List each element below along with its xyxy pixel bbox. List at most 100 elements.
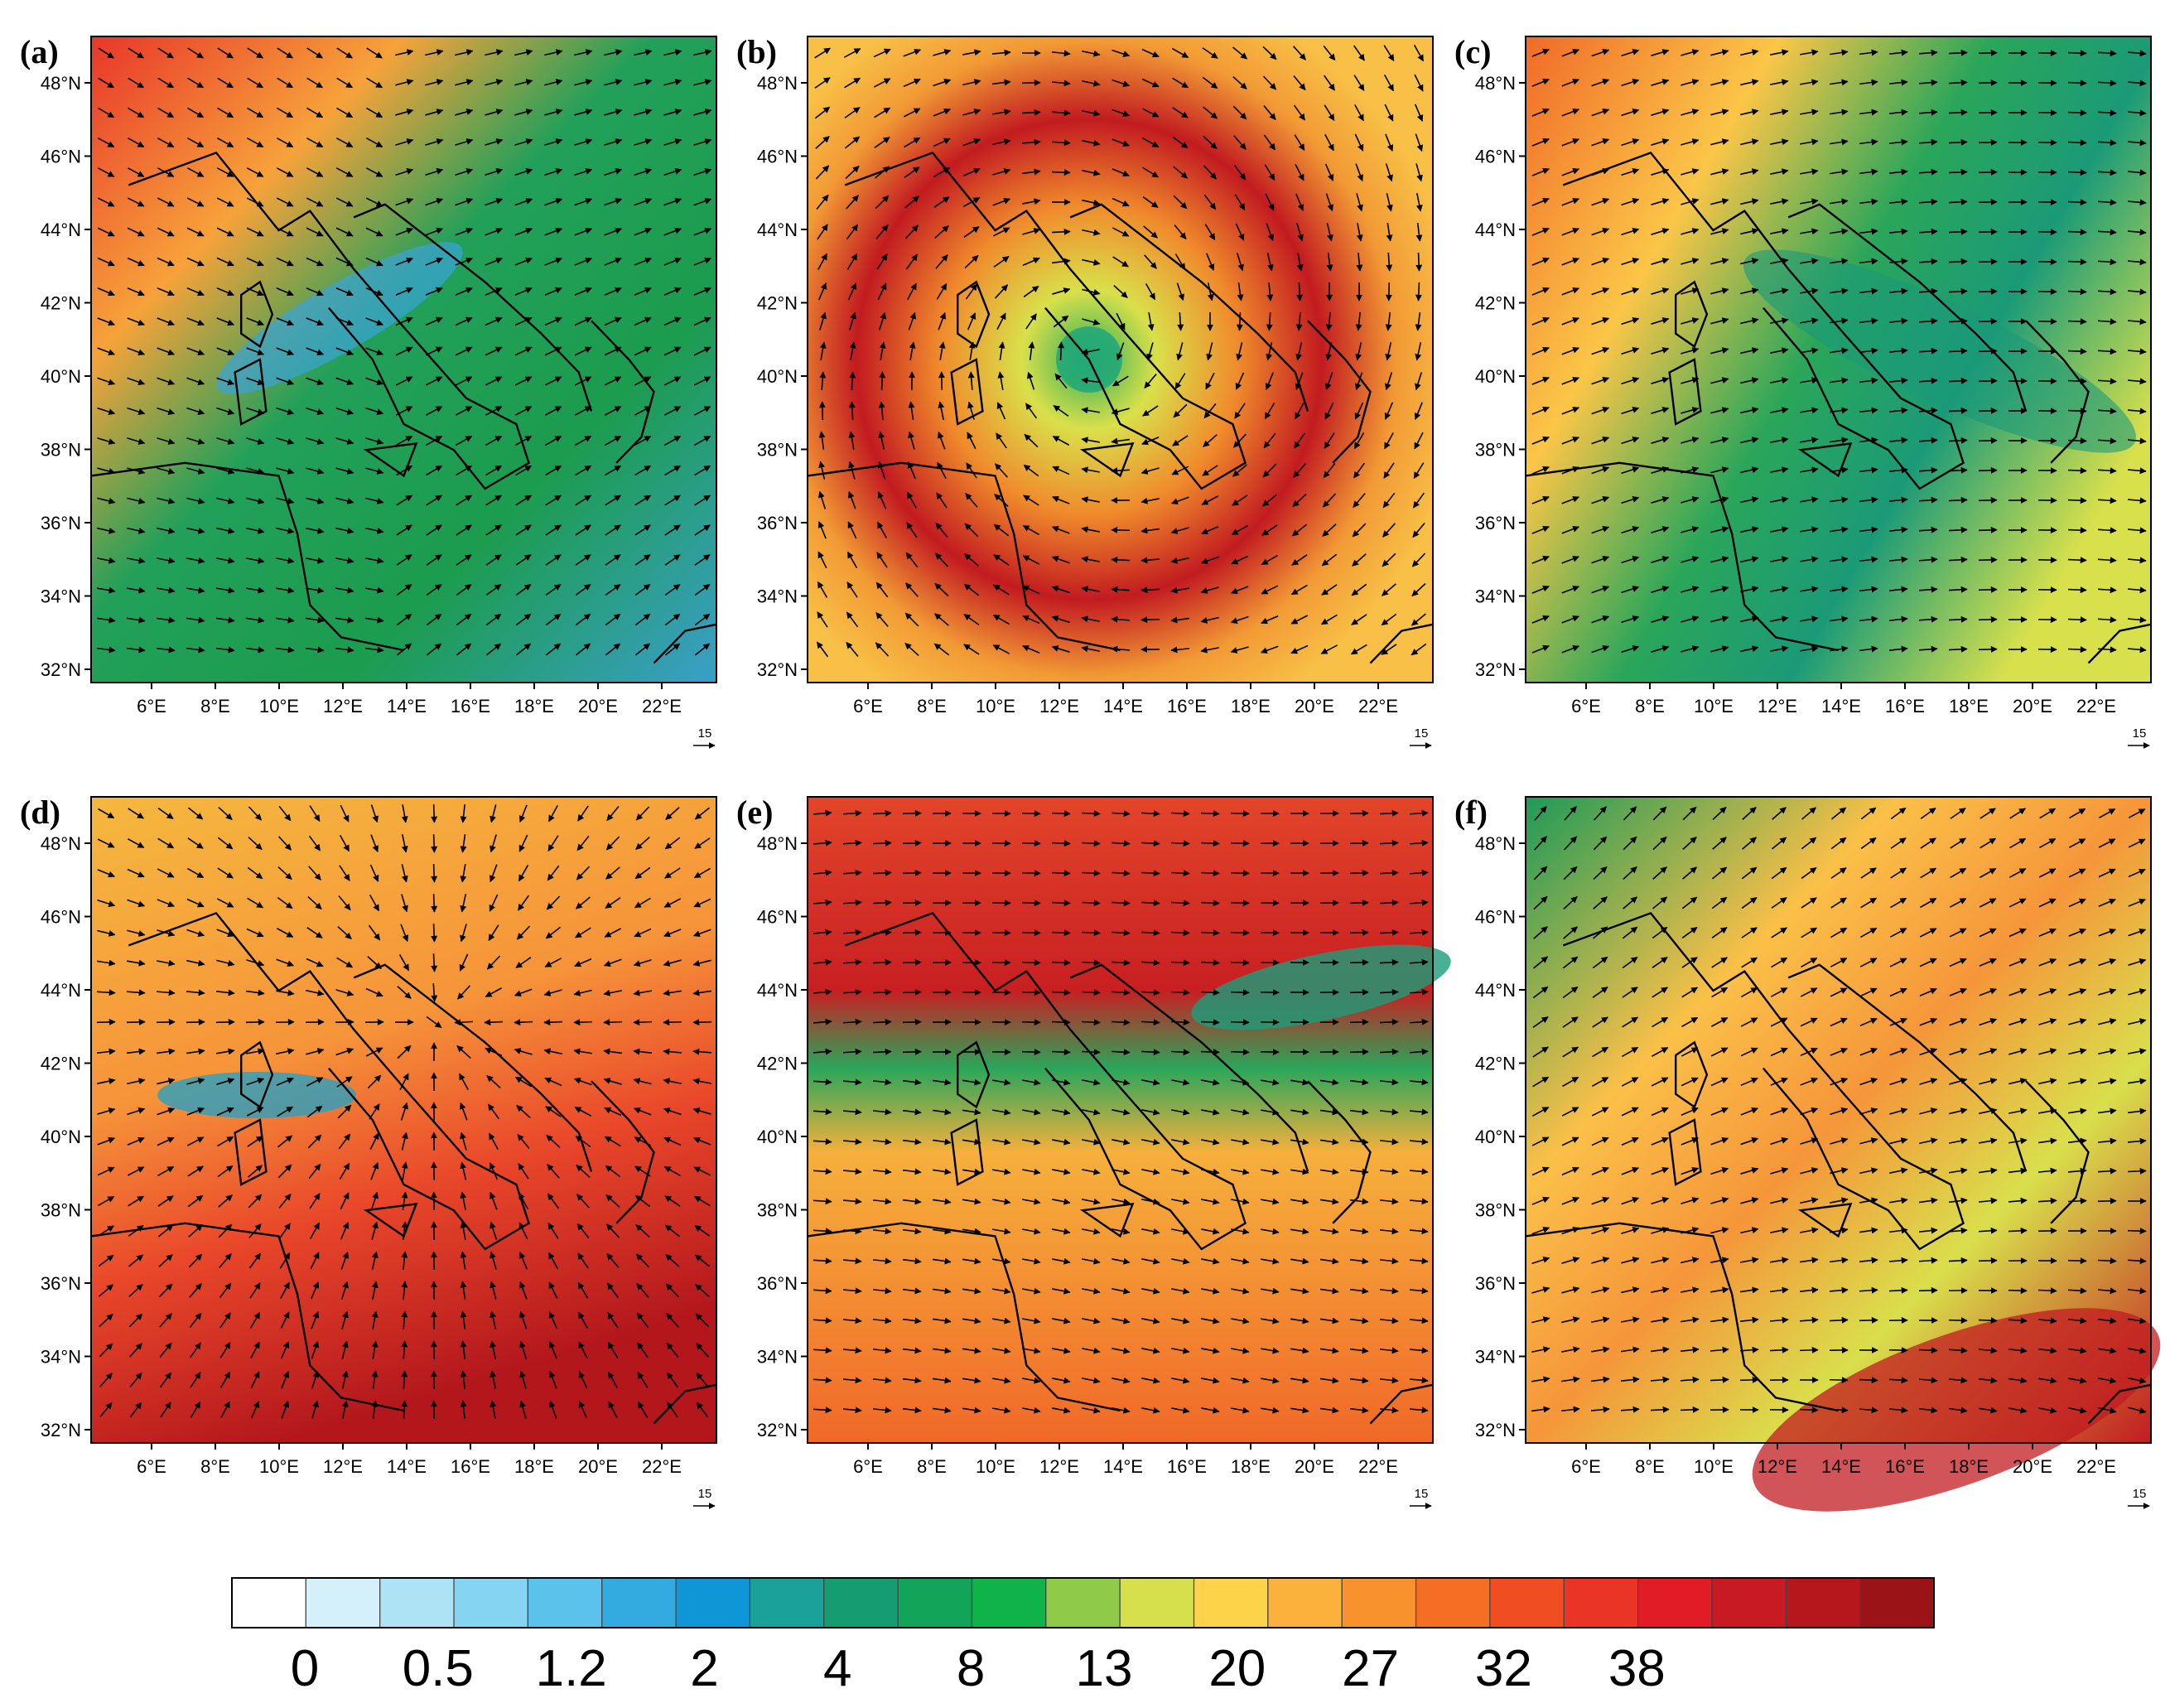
lon-tick-label: 6°E <box>853 1456 883 1477</box>
wind-arrow <box>157 347 176 356</box>
wind-arrow <box>366 107 383 118</box>
wind-arrow <box>335 377 354 386</box>
wind-arrow <box>1081 959 1101 967</box>
wind-arrow <box>1414 74 1424 92</box>
wind-arrow <box>336 77 354 89</box>
wind-arrow <box>2067 50 2087 57</box>
colorbar-tick-label: 0.5 <box>403 1640 474 1697</box>
wind-arrow <box>186 287 205 297</box>
coastline <box>591 320 655 464</box>
wind-arrow <box>872 899 892 906</box>
wind-arrow <box>1293 75 1306 91</box>
wind-arrow <box>128 107 145 118</box>
lat-tick-label: 38°N <box>41 1200 81 1221</box>
wind-arrow <box>336 107 354 118</box>
wind-arrow <box>514 346 533 356</box>
lon-tick-label: 22°E <box>2076 1456 2116 1477</box>
wind-arrow <box>275 646 295 654</box>
wind-arrow <box>1051 1049 1071 1056</box>
wind-arrow <box>1170 900 1190 907</box>
wind-arrow <box>634 79 653 86</box>
wind-arrow <box>335 497 354 504</box>
wind-arrow <box>634 138 653 146</box>
wind-arrow <box>2067 467 2087 475</box>
wind-arrow <box>694 583 711 596</box>
wind-arrow <box>246 167 264 177</box>
wind-arrow <box>305 646 325 654</box>
wind-arrow <box>186 616 205 624</box>
wind-arrow <box>1799 1346 1819 1353</box>
wind-arrow <box>1021 929 1041 937</box>
wind-arrow <box>514 197 533 206</box>
wind-arrow <box>1051 169 1071 176</box>
wind-arrow <box>1978 586 1998 593</box>
lat-tick-label: 44°N <box>757 220 798 240</box>
wind-arrow <box>1978 645 1998 653</box>
wind-arrow <box>156 646 176 654</box>
wind-arrow <box>245 646 265 654</box>
wind-arrow <box>431 923 438 943</box>
wind-arrow <box>814 77 831 89</box>
wind-arrow <box>187 77 205 89</box>
lon-tick-label: 12°E <box>1758 696 1797 716</box>
colorbar-swatch <box>897 1577 973 1628</box>
panel-label: (a) <box>20 33 59 70</box>
wind-arrow <box>364 646 384 654</box>
wind-arrow <box>485 583 502 596</box>
wind-arrow <box>962 79 981 86</box>
wind-arrow <box>663 197 682 206</box>
wind-arrow <box>97 317 115 326</box>
wind-arrow <box>574 109 593 116</box>
wind-arrow <box>962 49 981 56</box>
wind-arrow <box>127 437 146 445</box>
wind-arrow <box>216 257 234 267</box>
wind-arrow <box>1948 1317 1968 1324</box>
wind-arrow <box>663 168 682 176</box>
wind-arrow <box>96 646 116 654</box>
wind-arrow <box>246 497 265 504</box>
lon-tick-label: 16°E <box>1885 696 1925 716</box>
wind-arrow <box>485 109 504 116</box>
wind-arrow <box>431 893 438 913</box>
wind-arrow <box>1379 958 1399 966</box>
wind-arrow <box>216 616 235 624</box>
wind-arrow <box>514 257 533 266</box>
wind-arrow <box>2067 646 2087 654</box>
wind-arrow <box>156 1018 176 1025</box>
wind-arrow <box>575 495 592 506</box>
wind-arrow <box>485 613 502 626</box>
coastline <box>128 151 530 490</box>
wind-arrow <box>2037 1227 2057 1234</box>
coastline <box>90 461 404 652</box>
wind-vectors <box>96 47 712 656</box>
wind-arrow <box>1379 1018 1399 1025</box>
panel-label: (b) <box>736 33 777 70</box>
wind-arrow <box>544 138 563 146</box>
wind-arrow <box>186 407 205 415</box>
lon-tick-label: 8°E <box>917 696 947 716</box>
lat-tick-label: 38°N <box>757 1200 798 1221</box>
wind-arrow <box>1349 929 1369 936</box>
wind-arrow <box>544 79 563 86</box>
wind-arrow <box>664 435 682 446</box>
wind-arrow <box>216 287 234 297</box>
wind-arrow <box>396 524 412 536</box>
wind-arrow <box>814 106 831 119</box>
wind-arrow <box>2067 199 2087 206</box>
wind-arrow <box>694 613 711 626</box>
lat-tick-label: 34°N <box>1475 586 1516 607</box>
lon-tick-label: 6°E <box>1571 1456 1601 1477</box>
wind-arrow <box>1262 75 1277 90</box>
wind-arrow <box>664 495 682 506</box>
lat-tick-label: 34°N <box>1475 1347 1516 1368</box>
lat-tick-label: 44°N <box>41 980 81 1001</box>
wind-arrow <box>485 79 504 86</box>
wind-arrow <box>1200 989 1220 996</box>
wind-arrow <box>1978 49 1998 56</box>
wind-arrow <box>1081 929 1101 937</box>
wind-arrow <box>425 138 444 146</box>
wind-arrow <box>1799 1406 1819 1414</box>
colorbar-tick-label: 2 <box>690 1640 718 1697</box>
wind-arrow <box>545 643 562 656</box>
wind-arrow <box>1978 79 1998 86</box>
